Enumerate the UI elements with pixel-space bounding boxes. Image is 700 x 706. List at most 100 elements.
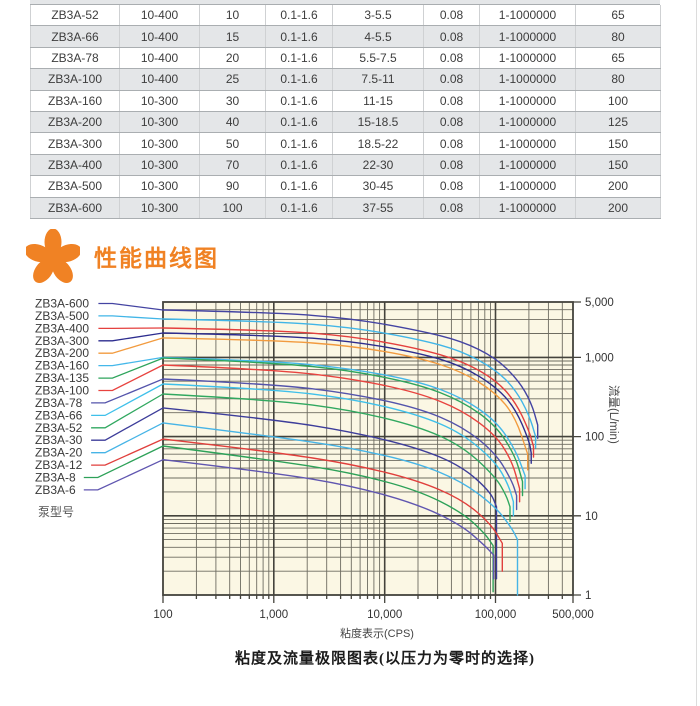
x-tick-label: 100 [153, 609, 172, 621]
plot-frame [162, 301, 574, 596]
table-cell: 1-1000000 [479, 25, 576, 48]
table-cell: 1-1000000 [479, 175, 576, 198]
curve-ZB3A-200 [162, 337, 529, 471]
table-cell: 0.08 [423, 175, 480, 198]
table-cell: 1-1000000 [479, 47, 576, 70]
curve-ZB3A-30 [162, 407, 498, 580]
curve-ZB3A-300 [162, 332, 532, 464]
leader-line-ZB3A-200 [98, 337, 164, 354]
table-cell: 1-1000000 [479, 68, 576, 91]
table-cell: 10-300 [119, 175, 200, 198]
curve-ZB3A-52 [162, 393, 511, 523]
curve-label-ZB3A-160: ZB3A-160 [35, 359, 89, 373]
curve-label-ZB3A-66: ZB3A-66 [35, 408, 83, 422]
table-cell: 0.08 [423, 197, 480, 219]
table-cell: 15-18.5 [332, 111, 424, 134]
table-row: ZB3A-400 10-300 70 0.1-1.6 22-30 0.08 1-100000… [30, 154, 661, 177]
curve-label-ZB3A-8: ZB3A-8 [35, 471, 76, 485]
section-title: 性能曲线图 [94, 245, 219, 271]
curve-ZB3A-160 [162, 356, 526, 490]
table-cell: 20 [199, 47, 266, 70]
table-cell: 150 [575, 154, 661, 177]
table-cell: 40 [199, 111, 266, 134]
leader-line-ZB3A-600 [98, 302, 164, 311]
table-cell: 80 [575, 25, 661, 48]
table-cell: 10-400 [119, 47, 200, 70]
table-row: ZB3A-500 10-300 90 0.1-1.6 30-45 0.08 1-100000… [30, 175, 661, 198]
curve-label-ZB3A-400: ZB3A-400 [35, 321, 89, 335]
table-cell: 0.1-1.6 [265, 175, 333, 198]
y-tick-label: 1,000 [585, 352, 614, 364]
table-cell: 0.1-1.6 [265, 111, 333, 134]
table-cell: 10-300 [119, 132, 200, 155]
x-tick-label: 10,000 [367, 609, 402, 621]
table-row: ZB3A-300 10-300 50 0.1-1.6 18.5-22 0.08 1-1000… [30, 132, 661, 155]
x-tick-label: 100,000 [475, 609, 517, 621]
y-tick-label: 1 [585, 590, 591, 602]
table-cell: 0.08 [423, 154, 480, 177]
table-cell: 0.08 [423, 90, 480, 112]
table-cell: 0.1-1.6 [265, 5, 333, 27]
table-cell: 0.08 [423, 47, 480, 70]
curve-ZB3A-400 [162, 327, 535, 458]
curve-ZB3A-20 [162, 422, 519, 596]
table-cell: 125 [575, 111, 661, 134]
table-cell: ZB3A-78 [30, 47, 120, 70]
x-tick-label: 1,000 [259, 609, 288, 621]
y-tick-label: 5,000 [585, 297, 614, 309]
table-cell: 10-400 [119, 68, 200, 91]
table-cell: 0.1-1.6 [265, 154, 333, 177]
table-cell: 1-1000000 [479, 5, 576, 27]
chart-caption: 粘度及流量极限图表(以压力为零时的选择) [235, 651, 535, 667]
table-cell: 10-300 [119, 111, 200, 134]
section-heading: 性能曲线图 [26, 228, 219, 284]
curve-label-ZB3A-600: ZB3A-600 [35, 297, 89, 311]
curve-ZB3A-8 [162, 445, 494, 593]
table-cell: 80 [575, 68, 661, 91]
curve-label-ZB3A-30: ZB3A-30 [35, 433, 83, 447]
table-cell: 100 [199, 197, 266, 219]
curve-label-ZB3A-300: ZB3A-300 [35, 334, 89, 348]
axis-ticks [162, 301, 581, 603]
table-cell: ZB3A-200 [30, 111, 120, 134]
table-cell: 150 [575, 132, 661, 155]
curve-ZB3A-66 [162, 383, 515, 517]
table-row: ZB3A-160 10-300 30 0.1-1.6 11-15 0.08 1-100000… [30, 90, 661, 112]
table-cell: 0.1-1.6 [265, 90, 333, 112]
leader-line-ZB3A-8 [83, 445, 164, 479]
table-cell: ZB3A-300 [30, 132, 120, 155]
table-cell: 10-400 [119, 25, 200, 48]
curve-ZB3A-135 [162, 357, 524, 497]
table-cell: 50 [199, 132, 266, 155]
table-cell: 11-15 [332, 90, 424, 112]
table-cell: 1-1000000 [479, 154, 576, 177]
table-cell: 100 [575, 90, 661, 112]
leader-line-ZB3A-300 [98, 332, 164, 342]
x-axis-title: 粘度表示(CPS) [340, 628, 414, 640]
curve-label-ZB3A-200: ZB3A-200 [35, 346, 89, 360]
leader-line-ZB3A-52 [91, 393, 164, 429]
curve-label-ZB3A-12: ZB3A-12 [35, 458, 83, 472]
table-cell: 1-1000000 [479, 132, 576, 155]
leader-line-ZB3A-12 [91, 438, 164, 466]
curve-label-ZB3A-78: ZB3A-78 [35, 396, 83, 410]
table-cell: ZB3A-500 [30, 175, 120, 198]
table-row: ZB3A-78 10-400 20 0.1-1.6 5.5-7.5 0.08 1-10000… [30, 47, 661, 70]
table-cell: 200 [575, 175, 661, 198]
table-cell: ZB3A-100 [30, 68, 120, 91]
table-cell: 1-1000000 [479, 90, 576, 112]
spec-table: ZB3A-52 10-400 10 0.1-1.6 3-5.5 0.08 1-1000000… [30, 0, 661, 219]
table-cell: 25 [199, 68, 266, 91]
leader-line-ZB3A-66 [91, 383, 164, 417]
table-cell: 22-30 [332, 154, 424, 177]
curve-label-ZB3A-500: ZB3A-500 [35, 309, 89, 323]
table-cell: 1-1000000 [479, 111, 576, 134]
flower-asterisk-icon [26, 229, 80, 283]
leader-line-ZB3A-100 [98, 364, 164, 392]
table-cell: 10-300 [119, 90, 200, 112]
x-tick-label: 500,000 [552, 609, 594, 621]
page-edge-divider [696, 0, 697, 706]
table-cell: 7.5-11 [332, 68, 424, 91]
table-row: ZB3A-600 10-300 100 0.1-1.6 37-55 0.08 1-10000… [30, 197, 661, 219]
